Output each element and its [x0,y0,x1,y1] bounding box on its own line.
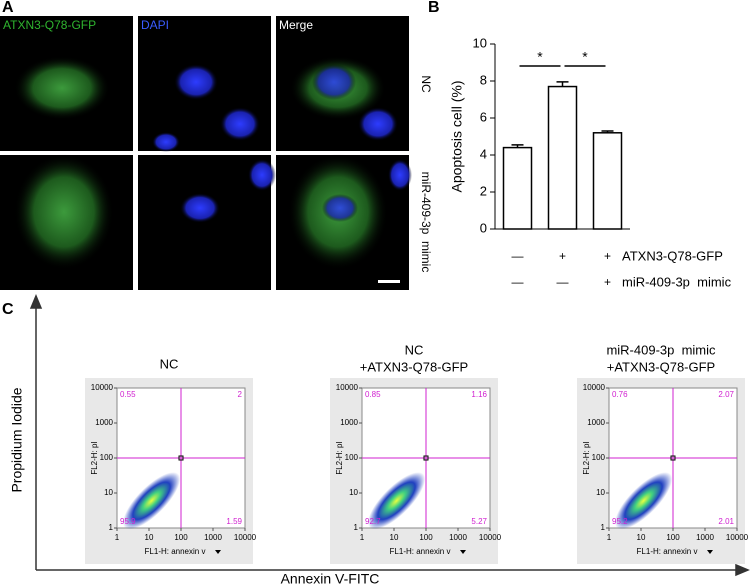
y-axis-label: Propidium Iodide [9,387,25,492]
x-tick-label: 10 [145,533,154,542]
gate-center [423,455,429,461]
plot-title: miR-409-3p mimic [606,342,716,357]
condition-mark: — [557,275,569,289]
y-tick-label: 10000 [91,383,114,392]
x-label: FL1-H: annexin v [145,547,206,556]
x-tick-label: 1000 [204,533,222,542]
plot-subtitle: +ATXN3-Q78-GFP [360,359,468,374]
x-tick-label: 1000 [696,533,714,542]
y-tick-label: 1000 [587,418,605,427]
panel-label: B [428,0,440,16]
error-bar [556,81,569,87]
y-tick-label: 2 [480,183,487,198]
plot-title: NC [405,342,424,357]
quadrant-value: 92.7 [365,517,381,526]
x-tick-label: 10000 [479,533,502,542]
x-tick-label: 100 [666,533,680,542]
quadrant-value: 95.9 [120,517,136,526]
x-label: FL1-H: annexin v [637,547,698,556]
quadrant-value: 1.59 [226,517,242,526]
bar [547,85,578,230]
y-tick-label: 1 [109,523,114,532]
y-tick-label: 1000 [95,418,113,427]
x-tick-label: 10000 [234,533,257,542]
panel-c-axes [29,294,750,577]
condition-mark: + [559,249,566,263]
channel-label: ATXN3-Q78-GFP [3,18,96,32]
condition-label: miR-409-3p mimic [622,274,732,289]
x-tick-label: 10 [390,533,399,542]
condition-mark: — [512,275,524,289]
y-tick-label: 10 [596,488,605,497]
y-tick-label: 10 [349,488,358,497]
quadrant-value: 5.27 [471,517,487,526]
condition-mark: — [512,249,524,263]
bar [592,132,623,230]
y-tick-label: 10000 [336,383,359,392]
y-tick-label: 6 [480,109,487,124]
gate-center [670,455,676,461]
plot-subtitle: +ATXN3-Q78-GFP [607,359,715,374]
y-tick-label: 10000 [583,383,606,392]
channel-label: Merge [279,18,313,32]
significance: * [582,49,588,65]
y-tick-label: 100 [592,453,606,462]
y-tick-label: 10 [104,488,113,497]
density [614,472,673,530]
panel-label: C [2,301,14,318]
gate-center [178,455,184,461]
y-tick-label: 0 [480,220,487,235]
y-axis-label: Apoptosis cell (%) [449,80,465,192]
error-bar [601,130,614,133]
x-tick-label: 1 [607,533,612,542]
dropdown-arrow [215,550,221,554]
quadrant-value: 2 [238,390,243,399]
y-tick-label: 1 [601,523,606,532]
row-label: NC [419,75,433,93]
panel-label: A [2,0,14,16]
x-tick-label: 1000 [449,533,467,542]
plot-title: NC [160,356,179,371]
y-tick-label: 1000 [340,418,358,427]
y-tick-label: 100 [100,453,114,462]
y-tick-label: 10 [473,35,487,50]
y-label: FL2-H: pI [90,441,99,474]
x-tick-label: 10 [637,533,646,542]
bar [502,146,533,230]
quadrant-value: 2.01 [718,517,734,526]
density [122,472,181,530]
quadrant-value: 95.2 [612,517,628,526]
y-tick-label: 8 [480,72,487,87]
x-tick-label: 1 [360,533,365,542]
y-label: FL2-H: pI [335,441,344,474]
x-tick-label: 1 [115,533,120,542]
channel-label: DAPI [141,18,169,32]
quadrant-value: 0.55 [120,390,136,399]
quadrant-value: 2.07 [718,390,734,399]
condition-mark: + [604,275,611,289]
y-tick-label: 1 [354,523,359,532]
y-tick-label: 100 [345,453,359,462]
x-tick-label: 100 [174,533,188,542]
x-tick-label: 10000 [726,533,749,542]
quadrant-value: 0.85 [365,390,381,399]
y-tick-label: 4 [480,146,487,161]
significance: * [537,49,543,65]
condition-mark: + [604,249,611,263]
condition-label: ATXN3-Q78-GFP [622,248,723,263]
quadrant-value: 1.16 [471,390,487,399]
y-label: FL2-H: pI [582,441,591,474]
error-bar [511,144,524,148]
quadrant-value: 0.76 [612,390,628,399]
x-tick-label: 100 [419,533,433,542]
x-label: FL1-H: annexin v [390,547,451,556]
dropdown-arrow [707,550,713,554]
row-label: miR-409-3p mimic [419,172,433,273]
dropdown-arrow [460,550,466,554]
x-axis-label: Annexin V-FITC [281,571,380,587]
density [367,472,426,530]
micrographs [0,16,412,290]
